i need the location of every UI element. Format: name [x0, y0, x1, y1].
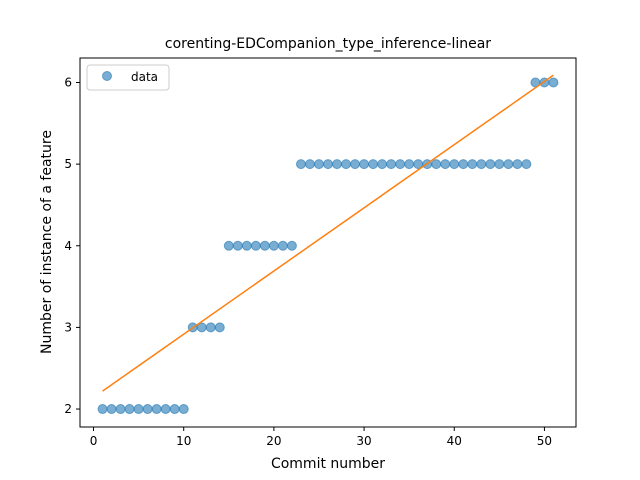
- x-tick-label: 30: [356, 434, 371, 448]
- data-point: [160, 404, 171, 415]
- data-point: [503, 159, 514, 170]
- legend: data: [86, 64, 170, 91]
- data-point: [232, 240, 243, 251]
- data-point: [277, 240, 288, 251]
- x-tick-label: 10: [176, 434, 191, 448]
- y-tick-label: 5: [64, 157, 72, 171]
- data-point: [440, 159, 451, 170]
- legend-label-data: data: [131, 70, 158, 84]
- data-point: [124, 404, 135, 415]
- data-point: [323, 159, 333, 170]
- data-point: [304, 159, 315, 170]
- data-point: [449, 159, 460, 170]
- data-point: [476, 159, 487, 170]
- data-point: [97, 404, 108, 415]
- data-point: [250, 240, 261, 251]
- data-point: [404, 159, 415, 170]
- data-point: [259, 240, 270, 251]
- x-tick-label: 0: [90, 434, 98, 448]
- data-point: [494, 159, 505, 170]
- data-point: [151, 404, 162, 415]
- data-point: [341, 159, 352, 170]
- data-point: [467, 159, 478, 170]
- plot-frame: [79, 57, 577, 428]
- x-tick-label: 40: [447, 434, 462, 448]
- y-tick-label: 2: [64, 402, 72, 416]
- data-point: [169, 404, 180, 415]
- data-point: [521, 159, 532, 170]
- data-point: [377, 159, 388, 170]
- data-point: [548, 77, 559, 88]
- data-point: [295, 159, 306, 170]
- data-point: [142, 404, 153, 415]
- x-axis-label: Commit number: [271, 456, 385, 472]
- y-tick-label: 6: [64, 75, 72, 89]
- data-point: [178, 404, 189, 415]
- y-tick-label: 3: [64, 320, 72, 334]
- data-point: [350, 159, 361, 170]
- data-point: [431, 159, 442, 170]
- data-point: [485, 159, 496, 170]
- data-point: [368, 159, 379, 170]
- data-point: [395, 159, 406, 170]
- data-point: [458, 159, 469, 170]
- data-point: [359, 159, 370, 170]
- x-tick-label: 50: [537, 434, 552, 448]
- data-point: [214, 322, 225, 333]
- data-point: [241, 240, 252, 251]
- chart-title: corenting-EDCompanion_type_inference-lin…: [165, 36, 491, 52]
- x-tick-label: 20: [266, 434, 281, 448]
- data-point: [205, 322, 216, 333]
- data-point: [286, 240, 297, 251]
- y-axis-label: Number of instance of a feature: [39, 130, 55, 354]
- data-point: [133, 404, 144, 415]
- fit-line: [102, 74, 554, 392]
- data-point: [512, 159, 523, 170]
- data-point: [115, 404, 126, 415]
- data-point: [386, 159, 397, 170]
- data-point: [106, 404, 117, 415]
- y-tick-label: 4: [64, 239, 72, 253]
- data-point: [223, 240, 234, 251]
- data-point: [268, 240, 279, 251]
- data-point: [313, 159, 324, 170]
- data-point: [332, 159, 343, 170]
- legend-marker: [102, 71, 112, 81]
